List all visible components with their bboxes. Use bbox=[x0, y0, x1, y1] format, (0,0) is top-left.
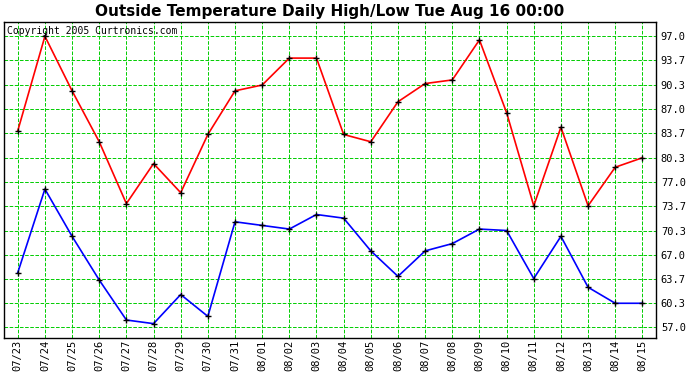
Title: Outside Temperature Daily High/Low Tue Aug 16 00:00: Outside Temperature Daily High/Low Tue A… bbox=[95, 4, 564, 19]
Text: Copyright 2005 Curtronics.com: Copyright 2005 Curtronics.com bbox=[8, 27, 178, 36]
